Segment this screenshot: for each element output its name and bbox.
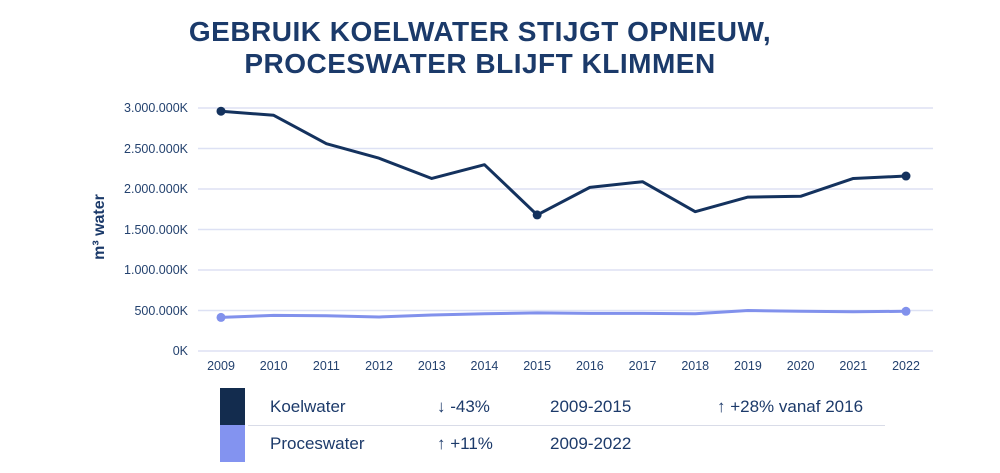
x-tick-label: 2014 xyxy=(470,359,499,373)
x-tick-label: 2021 xyxy=(839,359,868,373)
legend-row: Koelwater ↓ -43% 2009-2015 ↑ +28% vanaf 201… xyxy=(220,388,885,425)
x-tick-label: 2020 xyxy=(786,359,815,373)
legend-row: Proceswater ↑ +11% 2009-2022 xyxy=(220,425,885,462)
x-tick-label: 2011 xyxy=(312,359,340,373)
x-tick-label: 2015 xyxy=(523,359,552,373)
y-tick-label: 1.000.000K xyxy=(124,263,188,277)
x-tick-label: 2012 xyxy=(365,359,393,373)
chart-title-line-2: PROCESWATER BLIJFT KLIMMEN xyxy=(244,48,716,79)
x-tick-label: 2017 xyxy=(628,359,657,373)
legend-row-content: Proceswater ↑ +11% 2009-2022 xyxy=(248,425,885,462)
chart-legend: Koelwater ↓ -43% 2009-2015 ↑ +28% vanaf 201… xyxy=(220,388,885,462)
legend-change-value: ↓ -43% xyxy=(437,396,490,416)
y-tick-label: 3.000.000K xyxy=(124,101,188,115)
y-tick-label: 500.000K xyxy=(134,303,188,318)
y-tick-label: 2.500.000K xyxy=(124,141,188,156)
koelwater-point-marker xyxy=(901,171,911,181)
chart-title: GEBRUIK KOELWATER STIJGT OPNIEUW, PROCES… xyxy=(0,16,960,80)
legend-color-swatch xyxy=(220,425,245,462)
koelwater-point-marker xyxy=(216,106,226,116)
legend-period-value: 2009-2015 xyxy=(550,396,632,416)
proceswater-point-marker xyxy=(216,312,226,322)
koelwater-line xyxy=(219,109,908,217)
x-tick-label: 2022 xyxy=(892,359,920,373)
x-tick-label: 2013 xyxy=(417,359,446,373)
legend-change-value: ↑ +11% xyxy=(437,434,493,453)
legend-series-label: Koelwater xyxy=(270,396,346,416)
legend-series-label: Proceswater xyxy=(270,434,365,453)
x-tick-label: 2009 xyxy=(207,359,235,373)
y-tick-label: 1.500.000K xyxy=(124,222,188,237)
x-tick-label: 2010 xyxy=(259,359,288,373)
y-tick-label: 0K xyxy=(172,344,188,358)
proceswater-point-marker xyxy=(901,306,911,316)
legend-row-content: Koelwater ↓ -43% 2009-2015 ↑ +28% vanaf 201… xyxy=(248,388,885,425)
legend-color-swatch xyxy=(220,388,245,425)
y-tick-label: 2.000.000K xyxy=(124,182,188,196)
x-tick-label: 2018 xyxy=(681,359,710,373)
x-tick-label: 2016 xyxy=(575,359,604,373)
x-tick-label: 2019 xyxy=(734,359,762,373)
proceswater-line xyxy=(219,309,908,319)
legend-period-value: 2009-2022 xyxy=(550,434,632,453)
chart-title-line-1: GEBRUIK KOELWATER STIJGT OPNIEUW, xyxy=(188,16,772,47)
koelwater-point-marker xyxy=(532,210,542,220)
legend-extra-note: ↑ +28% vanaf 2016 xyxy=(717,396,864,416)
